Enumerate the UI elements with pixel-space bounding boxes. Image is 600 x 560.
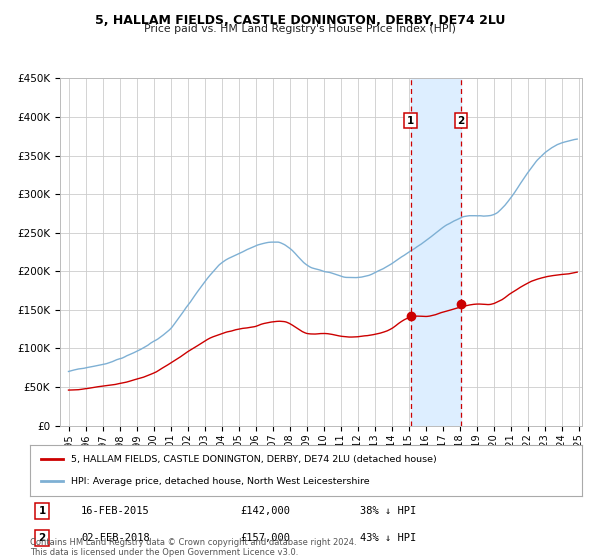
Text: 2: 2 — [38, 533, 46, 543]
Text: Price paid vs. HM Land Registry's House Price Index (HPI): Price paid vs. HM Land Registry's House … — [144, 24, 456, 34]
Text: 5, HALLAM FIELDS, CASTLE DONINGTON, DERBY, DE74 2LU: 5, HALLAM FIELDS, CASTLE DONINGTON, DERB… — [95, 14, 505, 27]
Text: 02-FEB-2018: 02-FEB-2018 — [81, 533, 150, 543]
Text: 1: 1 — [407, 116, 414, 126]
Text: Contains HM Land Registry data © Crown copyright and database right 2024.
This d: Contains HM Land Registry data © Crown c… — [30, 538, 356, 557]
Text: 1: 1 — [38, 506, 46, 516]
Text: £157,000: £157,000 — [240, 533, 290, 543]
Text: 38% ↓ HPI: 38% ↓ HPI — [360, 506, 416, 516]
Text: HPI: Average price, detached house, North West Leicestershire: HPI: Average price, detached house, Nort… — [71, 477, 370, 486]
Text: £142,000: £142,000 — [240, 506, 290, 516]
Text: 43% ↓ HPI: 43% ↓ HPI — [360, 533, 416, 543]
Text: 5, HALLAM FIELDS, CASTLE DONINGTON, DERBY, DE74 2LU (detached house): 5, HALLAM FIELDS, CASTLE DONINGTON, DERB… — [71, 455, 437, 464]
Bar — [410, 78, 461, 426]
Text: 16-FEB-2015: 16-FEB-2015 — [81, 506, 150, 516]
Text: 2: 2 — [457, 116, 465, 126]
